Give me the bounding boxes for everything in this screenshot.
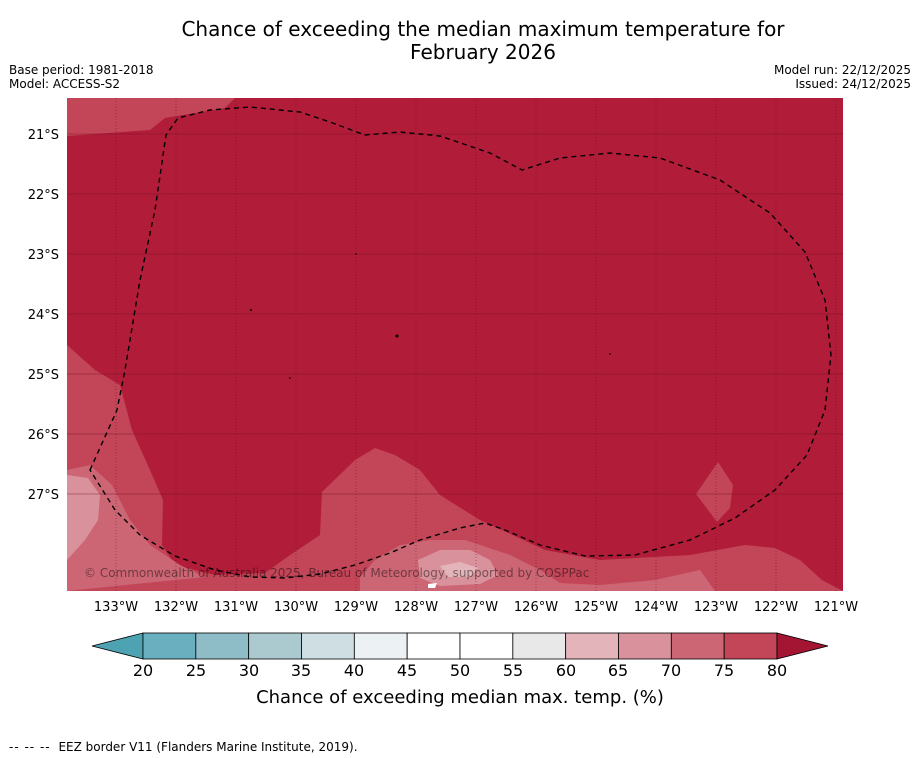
meta-left: Base period: 1981-2018 Model: ACCESS-S2 (9, 63, 154, 91)
colorbar-bin (406, 632, 461, 660)
colorbar-tick: 65 (608, 661, 628, 680)
colorbar-tick: 40 (344, 661, 364, 680)
colorbar-bin (142, 632, 197, 660)
lon-label: 128°W (394, 600, 438, 615)
issued-date: Issued: 24/12/2025 (795, 77, 911, 91)
colorbar-bin (723, 632, 778, 660)
lat-label: 24°S (28, 308, 59, 323)
lon-label: 132°W (154, 600, 198, 615)
zone-65-left (67, 475, 100, 560)
colorbar-ticks: 20 25 30 35 40 45 50 55 60 65 70 75 80 (133, 661, 787, 680)
colorbar-bin (459, 632, 514, 660)
lat-labels: 21°S 22°S 23°S 24°S 25°S 26°S 27°S (28, 128, 59, 503)
lon-label: 122°W (754, 600, 798, 615)
copyright-notice: © Commonwealth of Australia 2025, Bureau… (84, 566, 589, 580)
colorbar-tick: 80 (767, 661, 787, 680)
title-line-2: February 2026 (410, 40, 556, 64)
lon-label: 123°W (694, 600, 738, 615)
colorbar-tick: 35 (291, 661, 311, 680)
lon-label: 121°W (814, 600, 858, 615)
lon-label: 133°W (94, 600, 138, 615)
colorbar-tick: 50 (450, 661, 470, 680)
lat-label: 23°S (28, 248, 59, 263)
colorbar-bin (618, 632, 672, 660)
zone-small-white (428, 583, 437, 588)
lon-label: 130°W (274, 600, 318, 615)
model-name: Model: ACCESS-S2 (9, 77, 121, 91)
eez-legend-text: EEZ border V11 (Flanders Marine Institut… (58, 740, 358, 754)
graticule (67, 98, 843, 591)
colorbar-bin (512, 632, 567, 660)
colorbar-under-arrow (91, 632, 144, 660)
lon-labels: 133°W 132°W 131°W 130°W 129°W 128°W 127°… (94, 600, 858, 615)
colorbar-bin (353, 632, 408, 660)
lon-label: 129°W (334, 600, 378, 615)
lon-label: 131°W (214, 600, 258, 615)
colorbar-tick: 60 (556, 661, 576, 680)
zone-60-bottom (440, 562, 478, 577)
lon-label: 126°W (514, 600, 558, 615)
zone-70-left (67, 465, 205, 591)
zone-75-east-patch (696, 462, 733, 522)
colorbar-tick: 70 (661, 661, 681, 680)
colorbar-bin (301, 632, 355, 660)
colorbar-tick: 25 (186, 661, 206, 680)
lat-label: 22°S (28, 188, 59, 203)
colorbar-bin (248, 632, 302, 660)
lon-label: 124°W (634, 600, 678, 615)
colorbar-tick: 55 (503, 661, 523, 680)
colorbar-tick: 20 (133, 661, 153, 680)
lat-label: 27°S (28, 488, 59, 503)
lon-label: 125°W (574, 600, 618, 615)
colorbar-bin (565, 632, 619, 660)
eez-border (89, 106, 832, 579)
colorbar-bin (195, 632, 250, 660)
colorbar-tick: 45 (397, 661, 417, 680)
legend-footer: -- -- -- EEZ border V11 (Flanders Marine… (9, 740, 358, 754)
lat-label: 26°S (28, 428, 59, 443)
colorbar-tick: 30 (239, 661, 259, 680)
colorbar-bin (670, 632, 725, 660)
chart-title: Chance of exceeding the median maximum t… (0, 18, 919, 64)
colorbar-over-arrow (776, 632, 829, 660)
zone-75-top-left (67, 98, 235, 136)
title-line-1: Chance of exceeding the median maximum t… (181, 17, 785, 41)
base-period: Base period: 1981-2018 (9, 63, 154, 77)
eez-legend-symbol: -- -- -- (9, 740, 51, 754)
lon-label: 127°W (454, 600, 498, 615)
probability-field (67, 98, 843, 591)
colorbar-tick: 75 (714, 661, 734, 680)
colorbar-label: Chance of exceeding median max. temp. (%… (256, 687, 664, 708)
colorbar: 20 25 30 35 40 45 50 55 60 65 70 75 80 C… (91, 632, 829, 708)
lat-label: 25°S (28, 368, 59, 383)
model-run: Model run: 22/12/2025 (773, 63, 911, 77)
lat-label: 21°S (28, 128, 59, 143)
map-figure: 21°S 22°S 23°S 24°S 25°S 26°S 27°S 133°W… (28, 98, 858, 708)
meta-right: Model run: 22/12/2025 Issued: 24/12/2025 (774, 63, 911, 91)
islands (250, 253, 611, 379)
